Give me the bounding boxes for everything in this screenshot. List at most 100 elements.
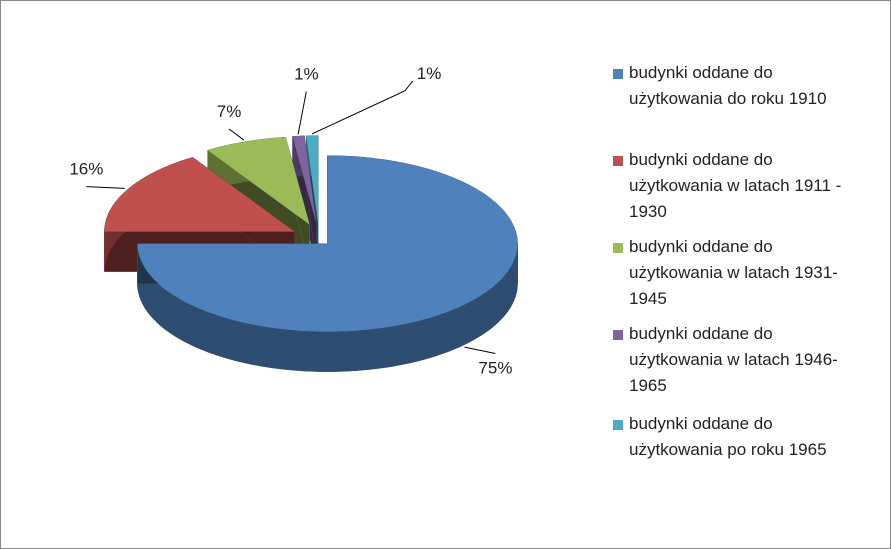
slice-side	[313, 331, 319, 372]
data-label: 75%	[478, 358, 512, 377]
slice	[306, 135, 319, 224]
slice-side	[387, 326, 393, 368]
slice-side	[502, 275, 505, 319]
slice	[104, 157, 295, 232]
slice-side	[232, 319, 237, 362]
slice-side	[156, 281, 159, 325]
slice-side	[484, 290, 488, 334]
slice-side	[418, 319, 423, 362]
slice-side	[158, 283, 161, 327]
slice-side	[257, 325, 263, 367]
slice-side	[154, 279, 157, 323]
slice-side	[500, 277, 503, 321]
slice-side	[350, 330, 357, 372]
slice-side	[441, 312, 447, 355]
slice-side	[160, 285, 164, 329]
legend-swatch	[613, 243, 623, 253]
slice-side	[271, 327, 277, 369]
slice-side	[240, 321, 246, 364]
slice-side	[378, 327, 384, 369]
legend-label: budynki oddane do użytkowania po roku 19…	[629, 414, 827, 459]
slice-side	[308, 330, 314, 372]
slice-side	[438, 313, 443, 356]
slice-side	[469, 299, 474, 343]
data-label: 16%	[69, 160, 103, 179]
slice-side	[331, 331, 338, 372]
slice-side	[374, 328, 380, 370]
slice-side	[466, 301, 471, 344]
slice	[137, 155, 518, 332]
slice-side	[187, 303, 192, 346]
leader-line	[86, 186, 125, 189]
slice-side	[445, 310, 450, 353]
slice-side	[396, 324, 402, 366]
legend-label: budynki oddane do użytkowania w latach 1…	[629, 150, 842, 221]
slice-side	[456, 306, 461, 349]
slice-side	[294, 330, 300, 371]
slice-side	[486, 289, 490, 332]
slice-side	[170, 292, 174, 336]
slice-side	[175, 296, 180, 339]
slice-side	[475, 296, 480, 339]
slice-side	[205, 310, 210, 353]
slice-side	[224, 317, 229, 360]
legend-swatch	[613, 156, 623, 166]
leader-line	[311, 80, 414, 135]
slice-side	[280, 328, 286, 370]
slice-side	[289, 329, 295, 371]
slice-side	[369, 328, 375, 370]
slice-side	[355, 330, 361, 371]
slice-side	[364, 329, 371, 371]
slice-side	[191, 304, 196, 348]
slice-side	[228, 318, 233, 361]
leader-line	[464, 346, 496, 354]
leader-line	[297, 91, 307, 135]
slice-side	[392, 325, 398, 367]
slice	[207, 137, 310, 225]
slice-side	[401, 323, 406, 366]
slice-side	[478, 294, 483, 338]
slice-side	[262, 326, 268, 368]
slice-side	[298, 330, 305, 372]
slice-side	[341, 330, 347, 372]
slice-side	[162, 287, 166, 331]
slice-side	[498, 279, 501, 323]
slice-side	[317, 331, 323, 372]
slice-side	[360, 329, 366, 371]
leader-line	[228, 128, 245, 141]
slice-side	[249, 323, 254, 366]
slice-side	[496, 281, 499, 325]
legend-label: budynki oddane do użytkowania w latach 1…	[629, 324, 838, 395]
slice-side	[346, 330, 352, 372]
slice-side	[413, 320, 419, 363]
legend-swatch	[613, 69, 623, 79]
slice-side	[184, 301, 189, 344]
slice-side	[491, 285, 495, 329]
slice-side	[220, 316, 225, 358]
slice-side	[201, 309, 206, 352]
slice-side	[275, 328, 281, 370]
pie-area: 75% 16% 7% 1% 1%	[69, 64, 518, 377]
slice-side	[181, 299, 186, 343]
slice-side	[194, 306, 199, 349]
slice-side	[216, 314, 221, 357]
slice-side	[459, 304, 464, 348]
slice-side	[494, 283, 497, 327]
slice-side	[284, 329, 291, 371]
slice-side	[383, 326, 389, 369]
slice-side	[336, 331, 342, 372]
slice-side	[472, 298, 477, 341]
slice-side	[489, 287, 493, 331]
legend-label: budynki oddane do użytkowania w latach 1…	[629, 237, 838, 308]
slice-side	[434, 314, 439, 357]
data-label: 1%	[417, 64, 442, 83]
slice-side	[266, 326, 272, 369]
slice-side	[244, 322, 250, 365]
slice-side	[463, 303, 468, 346]
slice-side	[327, 331, 333, 372]
slice-side	[178, 298, 183, 341]
slice	[292, 135, 317, 224]
slice-side	[430, 316, 435, 358]
slice-side	[322, 331, 328, 372]
